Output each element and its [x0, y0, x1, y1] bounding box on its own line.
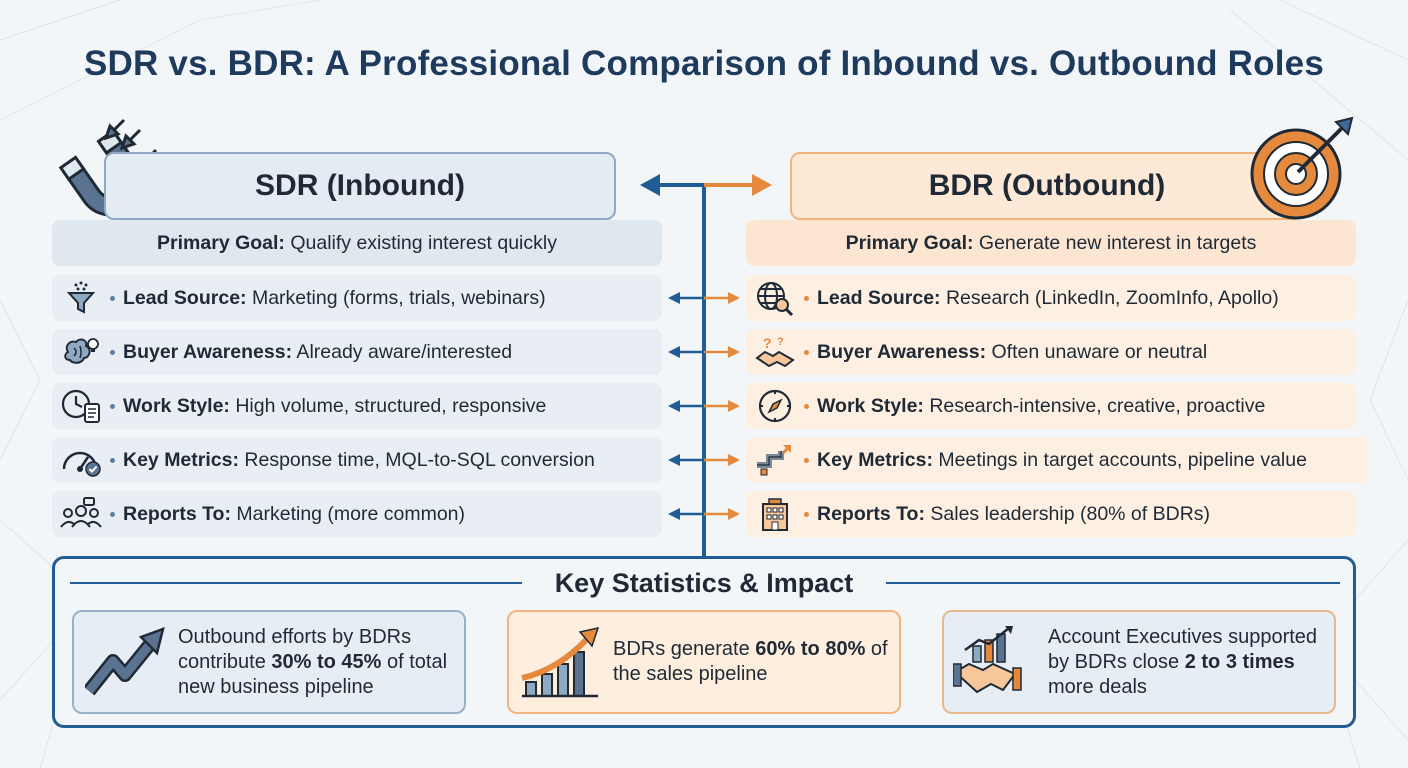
- stat-text: more deals: [1048, 675, 1147, 698]
- trend-arrow-icon: [74, 612, 178, 712]
- building-icon: [746, 491, 804, 537]
- bdr-row-lead-source: Lead Source: Research (LinkedIn, ZoomInf…: [746, 275, 1356, 321]
- team-icon: [52, 491, 110, 537]
- handshake-question-icon: ??: [746, 329, 804, 375]
- bdr-header: BDR (Outbound): [790, 152, 1304, 220]
- stat-text: BDRs generate: [613, 638, 756, 660]
- sdr-row-buyer-awareness: Buyer Awareness: Already aware/intereste…: [52, 329, 662, 375]
- stat-text: of total new business pipeline: [178, 650, 448, 698]
- sdr-primary-goal: Primary Goal: Qualify existing interest …: [52, 220, 662, 266]
- row-value: Research-intensive, creative, proactive: [923, 394, 1266, 417]
- sdr-header: SDR (Inbound): [104, 152, 616, 220]
- bdr-row-key-metrics: Key Metrics: Meetings in target accounts…: [746, 437, 1368, 483]
- row-value: Often unaware or neutral: [986, 340, 1208, 363]
- stat-text: Account Executives supported by BDRs clo…: [1048, 625, 1318, 673]
- globe-search-icon: [746, 275, 804, 321]
- sdr-goal-label: Primary Goal:: [157, 231, 285, 254]
- row-value: Marketing (forms, trials, webinars): [246, 286, 546, 309]
- compass-icon: [746, 383, 804, 429]
- brain-lightbulb-icon: [52, 329, 110, 375]
- row-label: Buyer Awareness:: [817, 340, 987, 363]
- row-label: Reports To:: [123, 502, 231, 525]
- funnel-icon: [52, 275, 110, 321]
- target-arrow-icon: [1250, 116, 1354, 220]
- row-value: High volume, structured, responsive: [229, 394, 547, 417]
- stat-highlight: 2 to 3 times: [1184, 650, 1295, 673]
- bdr-goal-label: Primary Goal:: [845, 231, 974, 254]
- speedometer-check-icon: [52, 437, 110, 483]
- row-label: Key Metrics:: [123, 448, 239, 471]
- row-label: Key Metrics:: [817, 448, 933, 471]
- row-value: Research (LinkedIn, ZoomInfo, Apollo): [940, 286, 1279, 309]
- row-value: Already aware/interested: [292, 340, 513, 363]
- row-value: Marketing (more common): [230, 502, 466, 525]
- sdr-row-reports-to: Reports To: Marketing (more common): [52, 491, 662, 537]
- row-value: Meetings in target accounts, pipeline va…: [932, 448, 1307, 471]
- bdr-row-work-style: Work Style: Research-intensive, creative…: [746, 383, 1356, 429]
- row-label: Lead Source:: [817, 286, 941, 309]
- svg-text:?: ?: [777, 336, 784, 348]
- row-label: Reports To:: [817, 502, 925, 525]
- stat-text: of the sales pipeline: [613, 638, 888, 685]
- row-label: Lead Source:: [123, 286, 247, 309]
- bdr-goal-value: Generate new interest in targets: [973, 231, 1257, 254]
- row-label: Work Style:: [123, 394, 230, 417]
- sdr-goal-value: Qualify existing interest quickly: [284, 231, 557, 254]
- row-value: Response time, MQL-to-SQL conversion: [238, 448, 595, 471]
- sdr-row-work-style: Work Style: High volume, structured, res…: [52, 383, 662, 429]
- bdr-row-reports-to: Reports To: Sales leadership (80% of BDR…: [746, 491, 1356, 537]
- page-title: SDR vs. BDR: A Professional Comparison o…: [84, 44, 1324, 83]
- clock-checklist-icon: [52, 383, 110, 429]
- svg-text:?: ?: [763, 335, 772, 351]
- key-statistics-title-text: Key Statistics & Impact: [536, 568, 872, 598]
- row-value: Sales leadership (80% of BDRs): [924, 502, 1211, 525]
- bdr-row-buyer-awareness: ?? Buyer Awareness: Often unaware or neu…: [746, 329, 1356, 375]
- sdr-row-key-metrics: Key Metrics: Response time, MQL-to-SQL c…: [52, 437, 662, 483]
- row-label: Buyer Awareness:: [123, 340, 293, 363]
- handshake-chart-icon: [944, 612, 1048, 712]
- stat-highlight: 30% to 45%: [271, 650, 382, 673]
- stat-card-pipeline-share: BDRs generate 60% to 80% of the sales pi…: [507, 610, 901, 714]
- key-statistics-title: Key Statistics & Impact: [0, 568, 1408, 599]
- stat-card-outbound-pipeline: Outbound efforts by BDRs contribute 30% …: [72, 610, 466, 714]
- sdr-row-lead-source: Lead Source: Marketing (forms, trials, w…: [52, 275, 662, 321]
- stat-text: Outbound efforts by BDRs contribute: [178, 625, 412, 673]
- stat-highlight: 60% to 80%: [755, 638, 866, 660]
- pipeline-icon: [746, 437, 804, 483]
- bdr-primary-goal: Primary Goal: Generate new interest in t…: [746, 220, 1356, 266]
- stat-card-ae-deals: Account Executives supported by BDRs clo…: [942, 610, 1336, 714]
- bar-chart-growth-icon: [509, 612, 613, 712]
- row-label: Work Style:: [817, 394, 924, 417]
